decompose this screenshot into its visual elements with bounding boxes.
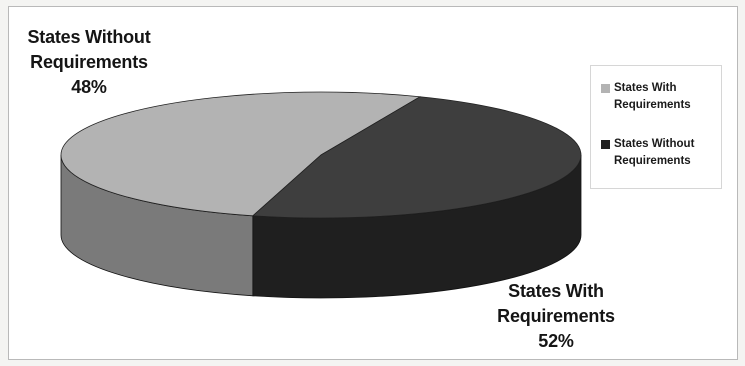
- callout-label-line: Requirements: [497, 306, 615, 326]
- callout-percent: 48%: [71, 77, 107, 97]
- callout-label-line: Requirements: [30, 52, 148, 72]
- legend-swatch-without: [601, 140, 610, 149]
- legend-swatch-with: [601, 84, 610, 93]
- pie-slice-top-without: [251, 96, 582, 219]
- legend-text-line: States Without: [614, 138, 695, 150]
- pie-chart: [60, 91, 582, 299]
- pie-slice-top-with: [60, 91, 422, 217]
- callout-states-without-requirements: States Without Requirements 48%: [15, 25, 163, 100]
- callout-label-line: States With: [508, 281, 604, 301]
- legend-entry-states-with-requirements: States With Requirements: [601, 80, 691, 114]
- legend-text-line: Requirements: [614, 99, 691, 111]
- callout-states-with-requirements: States With Requirements 52%: [475, 279, 637, 354]
- chart-frame: States Without Requirements 48% States W…: [8, 6, 738, 360]
- callout-percent: 52%: [538, 331, 574, 351]
- callout-label-line: States Without: [27, 27, 151, 47]
- legend-text-line: Requirements: [614, 155, 691, 167]
- legend-text-line: States With: [614, 82, 677, 94]
- legend-entry-states-without-requirements: States Without Requirements: [601, 136, 694, 170]
- legend: States With Requirements States Without …: [590, 65, 722, 189]
